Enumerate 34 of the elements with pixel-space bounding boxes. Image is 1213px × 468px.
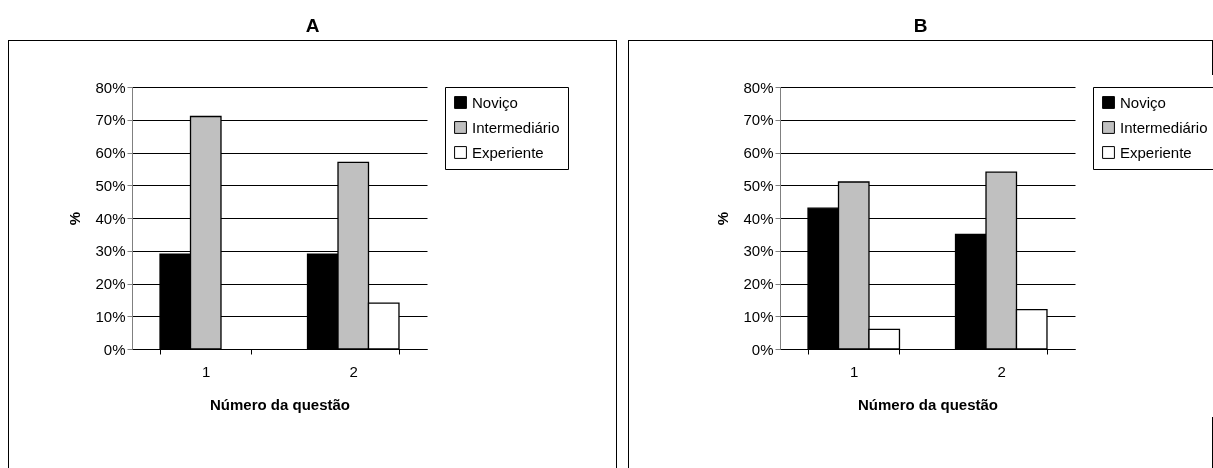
x-axis-title: Número da questão [857, 395, 999, 413]
chart-title: B [912, 14, 929, 38]
legend-label: Noviço [472, 93, 518, 111]
y-tick-label: 20% [95, 275, 126, 292]
y-tick-label: 40% [95, 209, 126, 227]
y-tick-label: 50% [743, 176, 774, 194]
y-tick-label: 10% [743, 307, 774, 325]
x-tick-label: 1 [202, 362, 211, 380]
y-tick-label: 20% [743, 275, 774, 292]
y-tick-label: 40% [743, 209, 774, 227]
y-tick-label: 0% [103, 340, 126, 358]
y-tick-label: 50% [95, 176, 126, 194]
y-tick-label: 0% [751, 340, 774, 358]
y-tick-label: 70% [743, 111, 774, 129]
y-tick-label: 60% [743, 144, 774, 161]
y-tick-label: 80% [95, 78, 126, 96]
x-tick-label: 2 [997, 362, 1006, 380]
y-axis-title: % [66, 211, 84, 226]
legend-label: Intermediário [1120, 118, 1208, 136]
y-tick-label: 10% [95, 307, 126, 325]
x-tick-label: 2 [349, 362, 358, 380]
legend-label: Intermediário [472, 118, 560, 136]
legend-label: Noviço [1120, 93, 1166, 111]
legend-label: Experiente [472, 143, 544, 161]
x-axis-title: Número da questão [209, 395, 351, 413]
y-axis-title: % [714, 211, 732, 226]
y-tick-label: 80% [743, 78, 774, 96]
y-tick-label: 70% [95, 111, 126, 129]
chart-title: A [304, 14, 321, 38]
y-tick-label: 30% [743, 242, 774, 260]
y-tick-label: 30% [95, 242, 126, 260]
legend-label: Experiente [1120, 143, 1192, 161]
y-tick-label: 60% [95, 144, 126, 161]
x-tick-label: 1 [850, 362, 859, 380]
